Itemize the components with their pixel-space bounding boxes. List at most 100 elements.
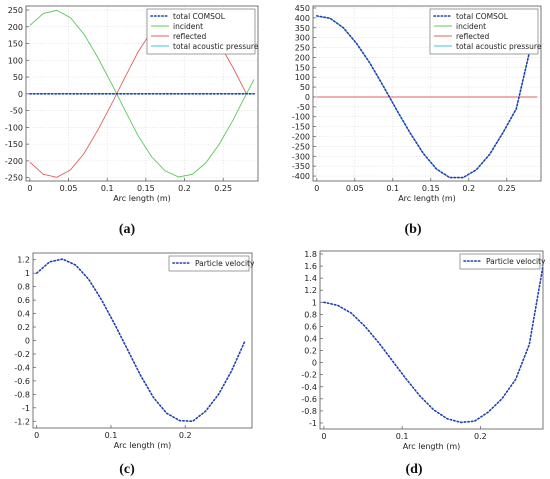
x-axis-label: Arc length (m): [114, 441, 172, 450]
legend-label: incident: [173, 22, 203, 31]
y-tick-label: 250: [8, 6, 23, 15]
y-tick-label: 1: [25, 269, 30, 278]
y-tick-label: 1.2: [304, 286, 317, 295]
chart-panel: 0 0.1 0.2 -1 -0.8 -0.6 -0.4 -0.2 0 0.2 0.4 0.6 0.8 1 1…: [301, 250, 546, 477]
y-tick-label: 0.8: [17, 283, 30, 292]
plot-frame: [319, 250, 544, 430]
panel-caption: (d): [405, 462, 422, 477]
x-tick-label: 0.1: [396, 432, 409, 441]
y-tick-label: 1.4: [304, 274, 317, 283]
y-tick-label: -50: [10, 107, 23, 116]
legend-label: Particle velocity: [486, 257, 546, 266]
y-tick-label: 0: [25, 337, 30, 346]
y-tick-label: 150: [8, 40, 23, 49]
panel-caption: (a): [119, 222, 136, 237]
x-tick-label: 0: [314, 184, 319, 193]
legend-label: reflected: [456, 32, 490, 41]
chart-panel: 0 0.05 0.1 0.15 0.2 0.25-400-350-300-250-200-…: [292, 4, 542, 237]
y-tick-label: -0.6: [301, 395, 317, 404]
x-tick-label: 0.25: [498, 184, 516, 193]
series-line: [323, 265, 543, 424]
x-tick-label: 0.2: [178, 184, 191, 193]
y-tick-label: 1: [312, 298, 317, 307]
legend-box: [459, 253, 541, 270]
y-tick-label: -0.2: [301, 371, 317, 380]
panel-caption: (c): [119, 462, 135, 477]
y-tick-label: -0.4: [301, 383, 317, 392]
x-axis-label: Arc length (m): [113, 194, 171, 203]
legend-label: incident: [456, 22, 486, 31]
y-tick-label: -250: [292, 142, 310, 151]
y-tick-label: 50: [13, 73, 23, 82]
legend-label: total COMSOL: [456, 12, 509, 21]
series-line: [35, 258, 246, 423]
x-tick-label: 0.15: [422, 184, 440, 193]
chart-panel: 0 0.05 0.1 0.15 0.2 0.25 -250 -200 -150 -100 -50 0 5…: [5, 5, 259, 237]
plot-frame: [312, 5, 542, 182]
x-tick-label: 0.2: [474, 432, 487, 441]
y-tick-label: 100: [295, 73, 310, 82]
y-tick-label: -100: [5, 123, 23, 132]
y-tick-label: -400: [292, 172, 310, 181]
legend-label: reflected: [173, 32, 207, 41]
x-tick-label: 0: [34, 431, 39, 440]
y-tick-label: -1: [22, 404, 30, 413]
y-tick-label: 0.4: [17, 310, 30, 319]
y-tick-label: 0.8: [304, 310, 317, 319]
x-tick-label: 0.1: [101, 184, 114, 193]
y-tick-label: 1.2: [17, 256, 30, 265]
legend-box: [168, 255, 250, 272]
y-tick-label: 0.2: [17, 323, 30, 332]
plot-frame: [32, 252, 253, 429]
y-tick-label: 400: [295, 14, 310, 23]
y-tick-label: 1.6: [304, 262, 317, 271]
y-tick-label: 0.6: [17, 296, 30, 305]
y-tick-label: 0.4: [304, 334, 317, 343]
y-tick-label: 1.8: [304, 250, 317, 259]
series-line: [315, 15, 531, 179]
y-tick-label: -200: [5, 157, 23, 166]
y-tick-label: -250: [5, 174, 23, 183]
x-tick-label: 0.05: [60, 184, 78, 193]
y-tick-label: -0.8: [301, 407, 317, 416]
y-tick-label: -100: [292, 113, 310, 122]
legend-label: total COMSOL: [173, 12, 226, 21]
x-tick-label: 0.05: [346, 184, 364, 193]
x-tick-label: 0.15: [137, 184, 155, 193]
x-tick-label: 0.1: [105, 431, 118, 440]
y-tick-label: 0: [18, 90, 23, 99]
y-tick-label: -150: [292, 123, 310, 132]
panel-caption: (b): [404, 222, 421, 237]
y-tick-label: 0.2: [304, 347, 317, 356]
x-tick-label: 0: [321, 432, 326, 441]
series-line: [29, 9, 255, 178]
y-tick-label: 0: [305, 93, 310, 102]
y-tick-label: 450: [295, 4, 310, 13]
y-tick-label: -0.2: [14, 350, 30, 359]
y-tick-label: 0: [312, 359, 317, 368]
chart-panel: 0 0.1 0.2 -1.2 -1 -0.8 -0.6 -0.4 -0.2 0 0.2 0.4 0.6 0…: [14, 252, 255, 477]
y-tick-label: -1.2: [14, 417, 30, 426]
x-tick-label: 0.2: [462, 184, 475, 193]
x-tick-label: 0.1: [386, 184, 399, 193]
y-tick-label: -50: [297, 103, 310, 112]
x-axis-label: Arc length (m): [398, 194, 456, 203]
y-tick-label: -350: [292, 162, 310, 171]
legend-label: total acoustic pressure: [456, 42, 542, 51]
y-tick-label: 100: [8, 56, 23, 65]
y-tick-label: -0.8: [14, 390, 30, 399]
y-tick-label: 300: [295, 34, 310, 43]
legend-label: total acoustic pressure: [173, 42, 259, 51]
legend: Particle velocity: [168, 255, 255, 272]
x-axis-label: Arc length (m): [403, 442, 461, 451]
y-tick-label: 200: [8, 23, 23, 32]
x-tick-label: 0: [27, 184, 32, 193]
y-tick-label: -0.6: [14, 377, 30, 386]
x-tick-label: 0.25: [214, 184, 232, 193]
y-tick-label: 350: [295, 24, 310, 33]
x-tick-label: 0.2: [179, 431, 192, 440]
y-tick-label: -0.4: [14, 363, 30, 372]
